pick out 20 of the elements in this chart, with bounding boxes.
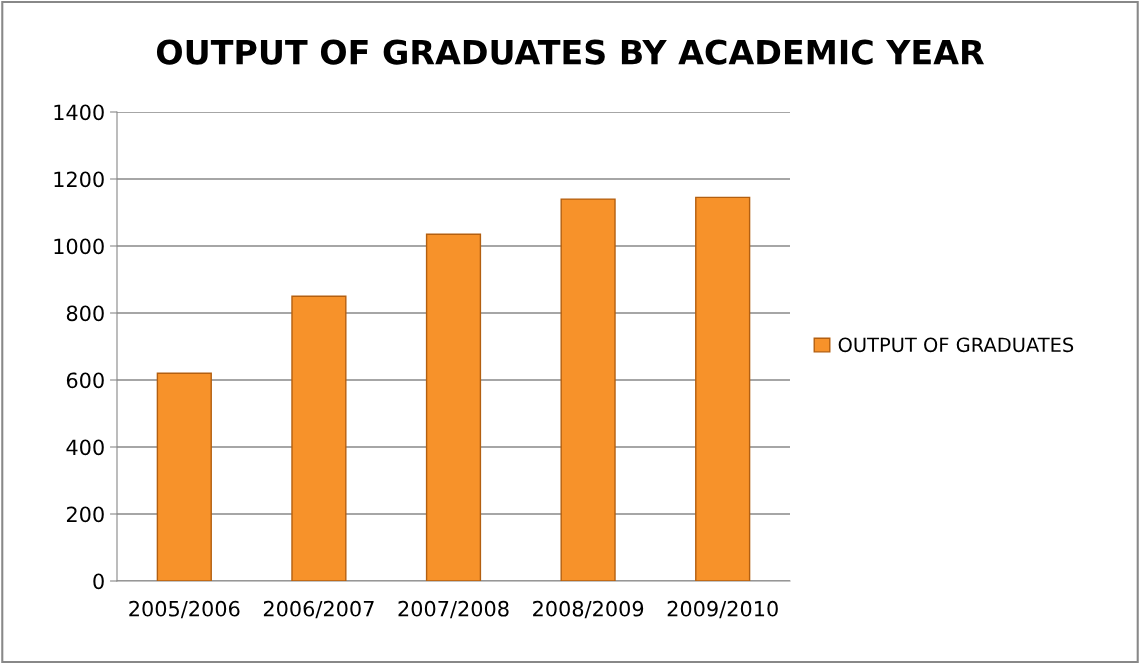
x-tick-label: 2008/2009 (533, 600, 644, 619)
x-tick-label: 2006/2007 (263, 600, 374, 619)
legend-label: OUTPUT OF GRADUATES (838, 337, 1074, 353)
chart-title: OUTPUT OF GRADUATES BY ACADEMIC YEAR (156, 39, 985, 65)
x-tick-label: 2005/2006 (129, 600, 240, 619)
bar (291, 295, 347, 581)
y-tick-label: 200 (66, 506, 104, 523)
y-tick-label: 1200 (54, 171, 104, 188)
y-tick-label: 0 (93, 573, 104, 590)
bar (156, 372, 212, 581)
bar (695, 196, 751, 581)
y-tick-label: 400 (66, 439, 104, 456)
y-tick-label: 1000 (54, 238, 104, 255)
bar (560, 198, 616, 581)
x-tick-label: 2009/2010 (667, 600, 778, 619)
bar (425, 233, 482, 581)
x-tick-label: 2007/2008 (398, 600, 509, 619)
y-tick-label: 1400 (54, 104, 104, 121)
y-tick-label: 600 (66, 372, 104, 389)
y-tick-label: 800 (66, 305, 104, 322)
